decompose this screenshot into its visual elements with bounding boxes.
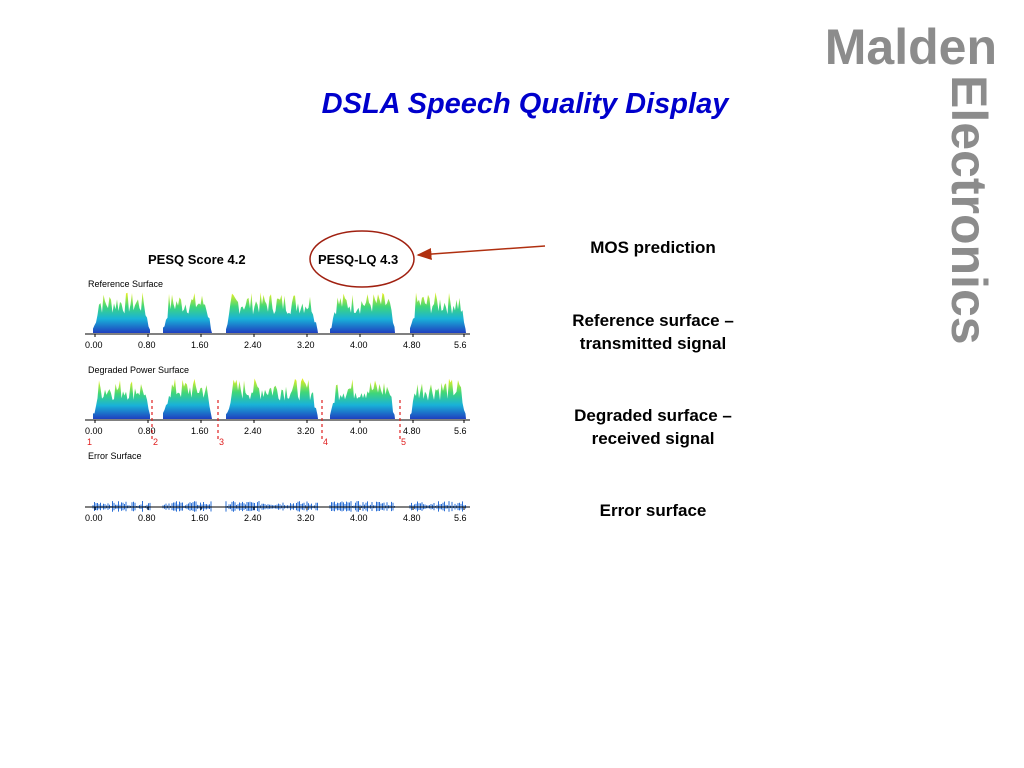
marker-label: 3 (219, 437, 224, 447)
annotation: Error surface (600, 501, 707, 520)
tick-label: 2.40 (244, 340, 262, 350)
highlight-ellipse (309, 230, 415, 288)
marker-label: 1 (87, 437, 92, 447)
tick-label: 0.80 (138, 513, 156, 523)
score-label: PESQ-LQ 4.3 (318, 252, 398, 267)
error-surface (225, 501, 318, 512)
error-surface (162, 501, 212, 512)
tick-label: 0.00 (85, 513, 103, 523)
annotation: received signal (592, 429, 715, 448)
tick-label: 5.6 (454, 513, 467, 523)
tick-label: 3.20 (297, 513, 315, 523)
tick-label: 0.80 (138, 426, 156, 436)
spectrum-surface (93, 292, 150, 333)
panel-label: Error Surface (88, 451, 142, 461)
tick-label: 4.00 (350, 426, 368, 436)
tick-label: 1.60 (191, 513, 209, 523)
tick-label: 3.20 (297, 340, 315, 350)
annotation: Reference surface – (572, 311, 734, 330)
logo-text: Electronics (941, 75, 997, 345)
tick-label: 0.00 (85, 340, 103, 350)
tick-label: 5.6 (454, 426, 467, 436)
error-surface (92, 501, 151, 512)
tick-label: 1.60 (191, 340, 209, 350)
panel-label: Reference Surface (88, 279, 163, 289)
marker-label: 4 (323, 437, 328, 447)
annotation: transmitted signal (580, 334, 726, 353)
spectrum-surface (410, 292, 466, 333)
tick-label: 4.80 (403, 426, 421, 436)
error-surface (409, 501, 466, 512)
spectrum-surface (330, 379, 395, 419)
tick-label: 4.80 (403, 513, 421, 523)
tick-label: 0.80 (138, 340, 156, 350)
error-surface (329, 501, 395, 512)
tick-label: 3.20 (297, 426, 315, 436)
spectrum-surface (163, 378, 212, 419)
annotation: MOS prediction (590, 238, 716, 257)
arrow (416, 245, 546, 261)
panel-label: Degraded Power Surface (88, 365, 189, 375)
marker-label: 2 (153, 437, 158, 447)
tick-label: 4.00 (350, 513, 368, 523)
marker-label: 5 (401, 437, 406, 447)
spectrum-surface (93, 380, 150, 419)
spectrum-surface (330, 292, 395, 333)
score-label: PESQ Score 4.2 (148, 252, 246, 267)
tick-label: 5.6 (454, 340, 467, 350)
screenshot: PESQ Score 4.2 PESQ-LQ 4.3 Reference Sur… (85, 230, 470, 523)
tick-label: 2.40 (244, 426, 262, 436)
tick-label: 4.00 (350, 340, 368, 350)
slide-title: DSLA Speech Quality Display (322, 88, 731, 120)
annotation: Degraded surface – (574, 406, 732, 425)
tick-label: 0.00 (85, 426, 103, 436)
tick-label: 4.80 (403, 340, 421, 350)
annotations: MOS prediction Reference surface – trans… (572, 238, 734, 520)
spectrum-surface (226, 292, 318, 333)
spectrum-surface (410, 378, 466, 419)
spectrum-surface (163, 293, 212, 333)
tick-label: 2.40 (244, 513, 262, 523)
tick-label: 1.60 (191, 426, 209, 436)
logo-text: Malden (825, 19, 997, 75)
spectrum-surface (226, 378, 318, 419)
